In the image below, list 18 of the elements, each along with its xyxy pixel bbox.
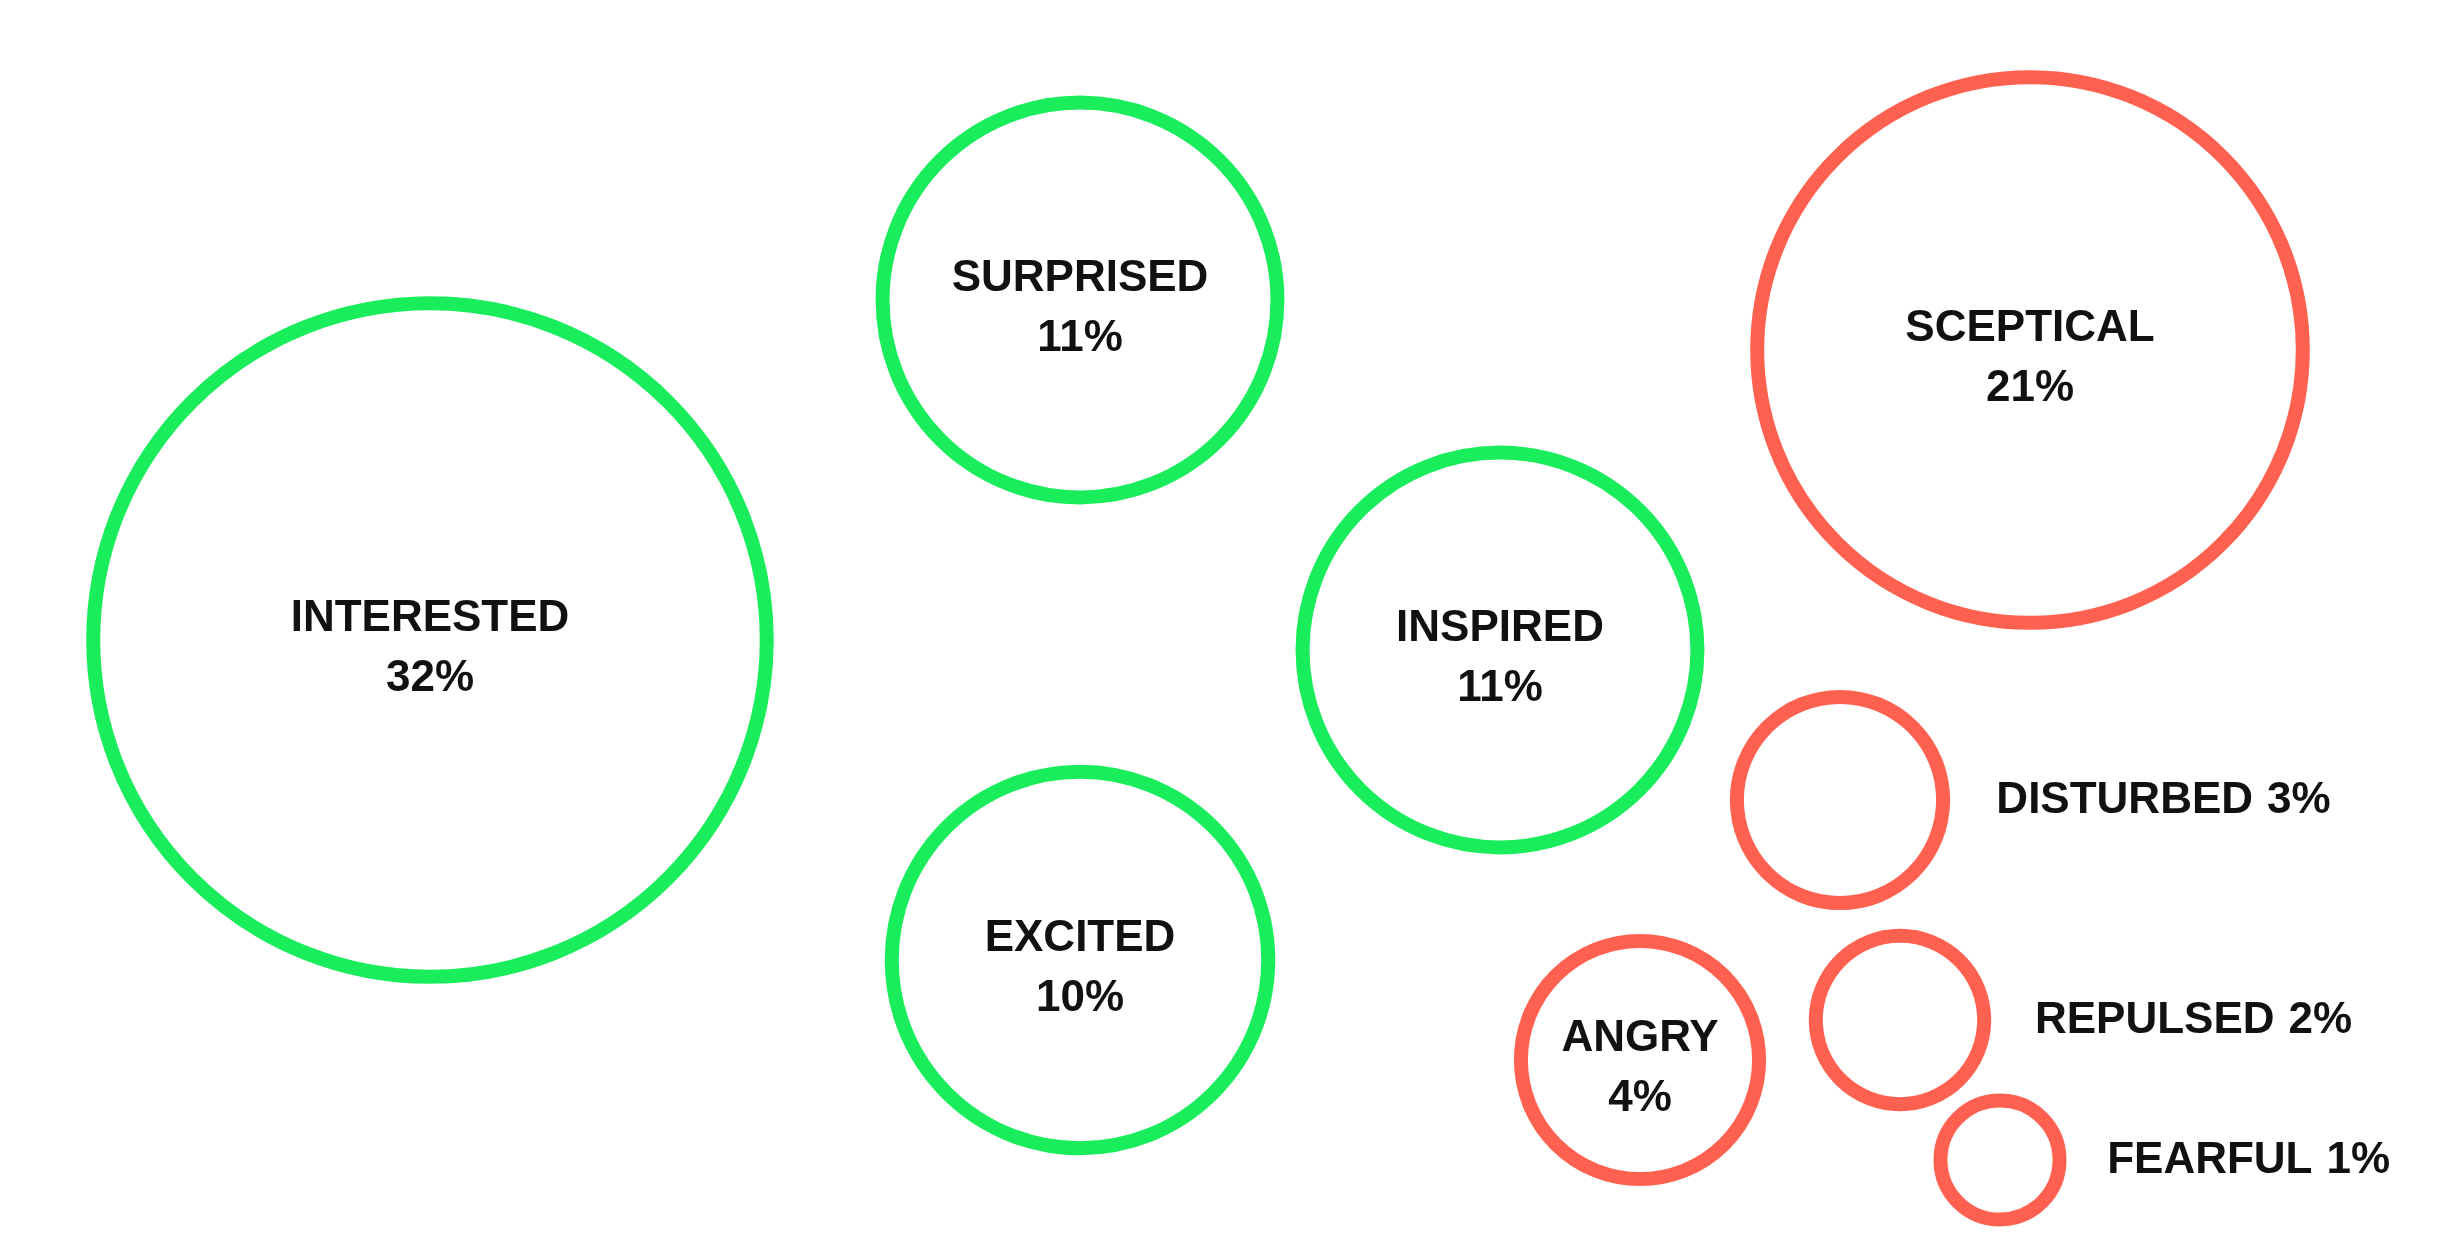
category-label: FEARFUL bbox=[2107, 1133, 2313, 1182]
data-label: 32% bbox=[385, 651, 475, 700]
data-label: 11% bbox=[1037, 311, 1123, 360]
category-label: EXCITED bbox=[984, 911, 1176, 960]
category-label: DISTURBED bbox=[1996, 773, 2254, 822]
category-label: INTERESTED bbox=[290, 591, 570, 640]
category-label: ANGRY bbox=[1561, 1011, 1719, 1060]
data-label: 11% bbox=[1457, 661, 1543, 710]
data-label: 1% bbox=[2326, 1133, 2391, 1182]
category-label: SURPRISED bbox=[951, 251, 1209, 300]
data-label: 4% bbox=[1608, 1071, 1672, 1120]
category-label: INSPIRED bbox=[1396, 601, 1604, 650]
data-label: 2% bbox=[2288, 993, 2353, 1042]
data-label: 21% bbox=[1985, 361, 2075, 410]
data-label: 3% bbox=[2267, 773, 2331, 822]
category-label: SCEPTICAL bbox=[1905, 301, 2155, 350]
data-label: 10% bbox=[1035, 971, 1125, 1020]
category-label: REPULSED bbox=[2035, 993, 2275, 1042]
